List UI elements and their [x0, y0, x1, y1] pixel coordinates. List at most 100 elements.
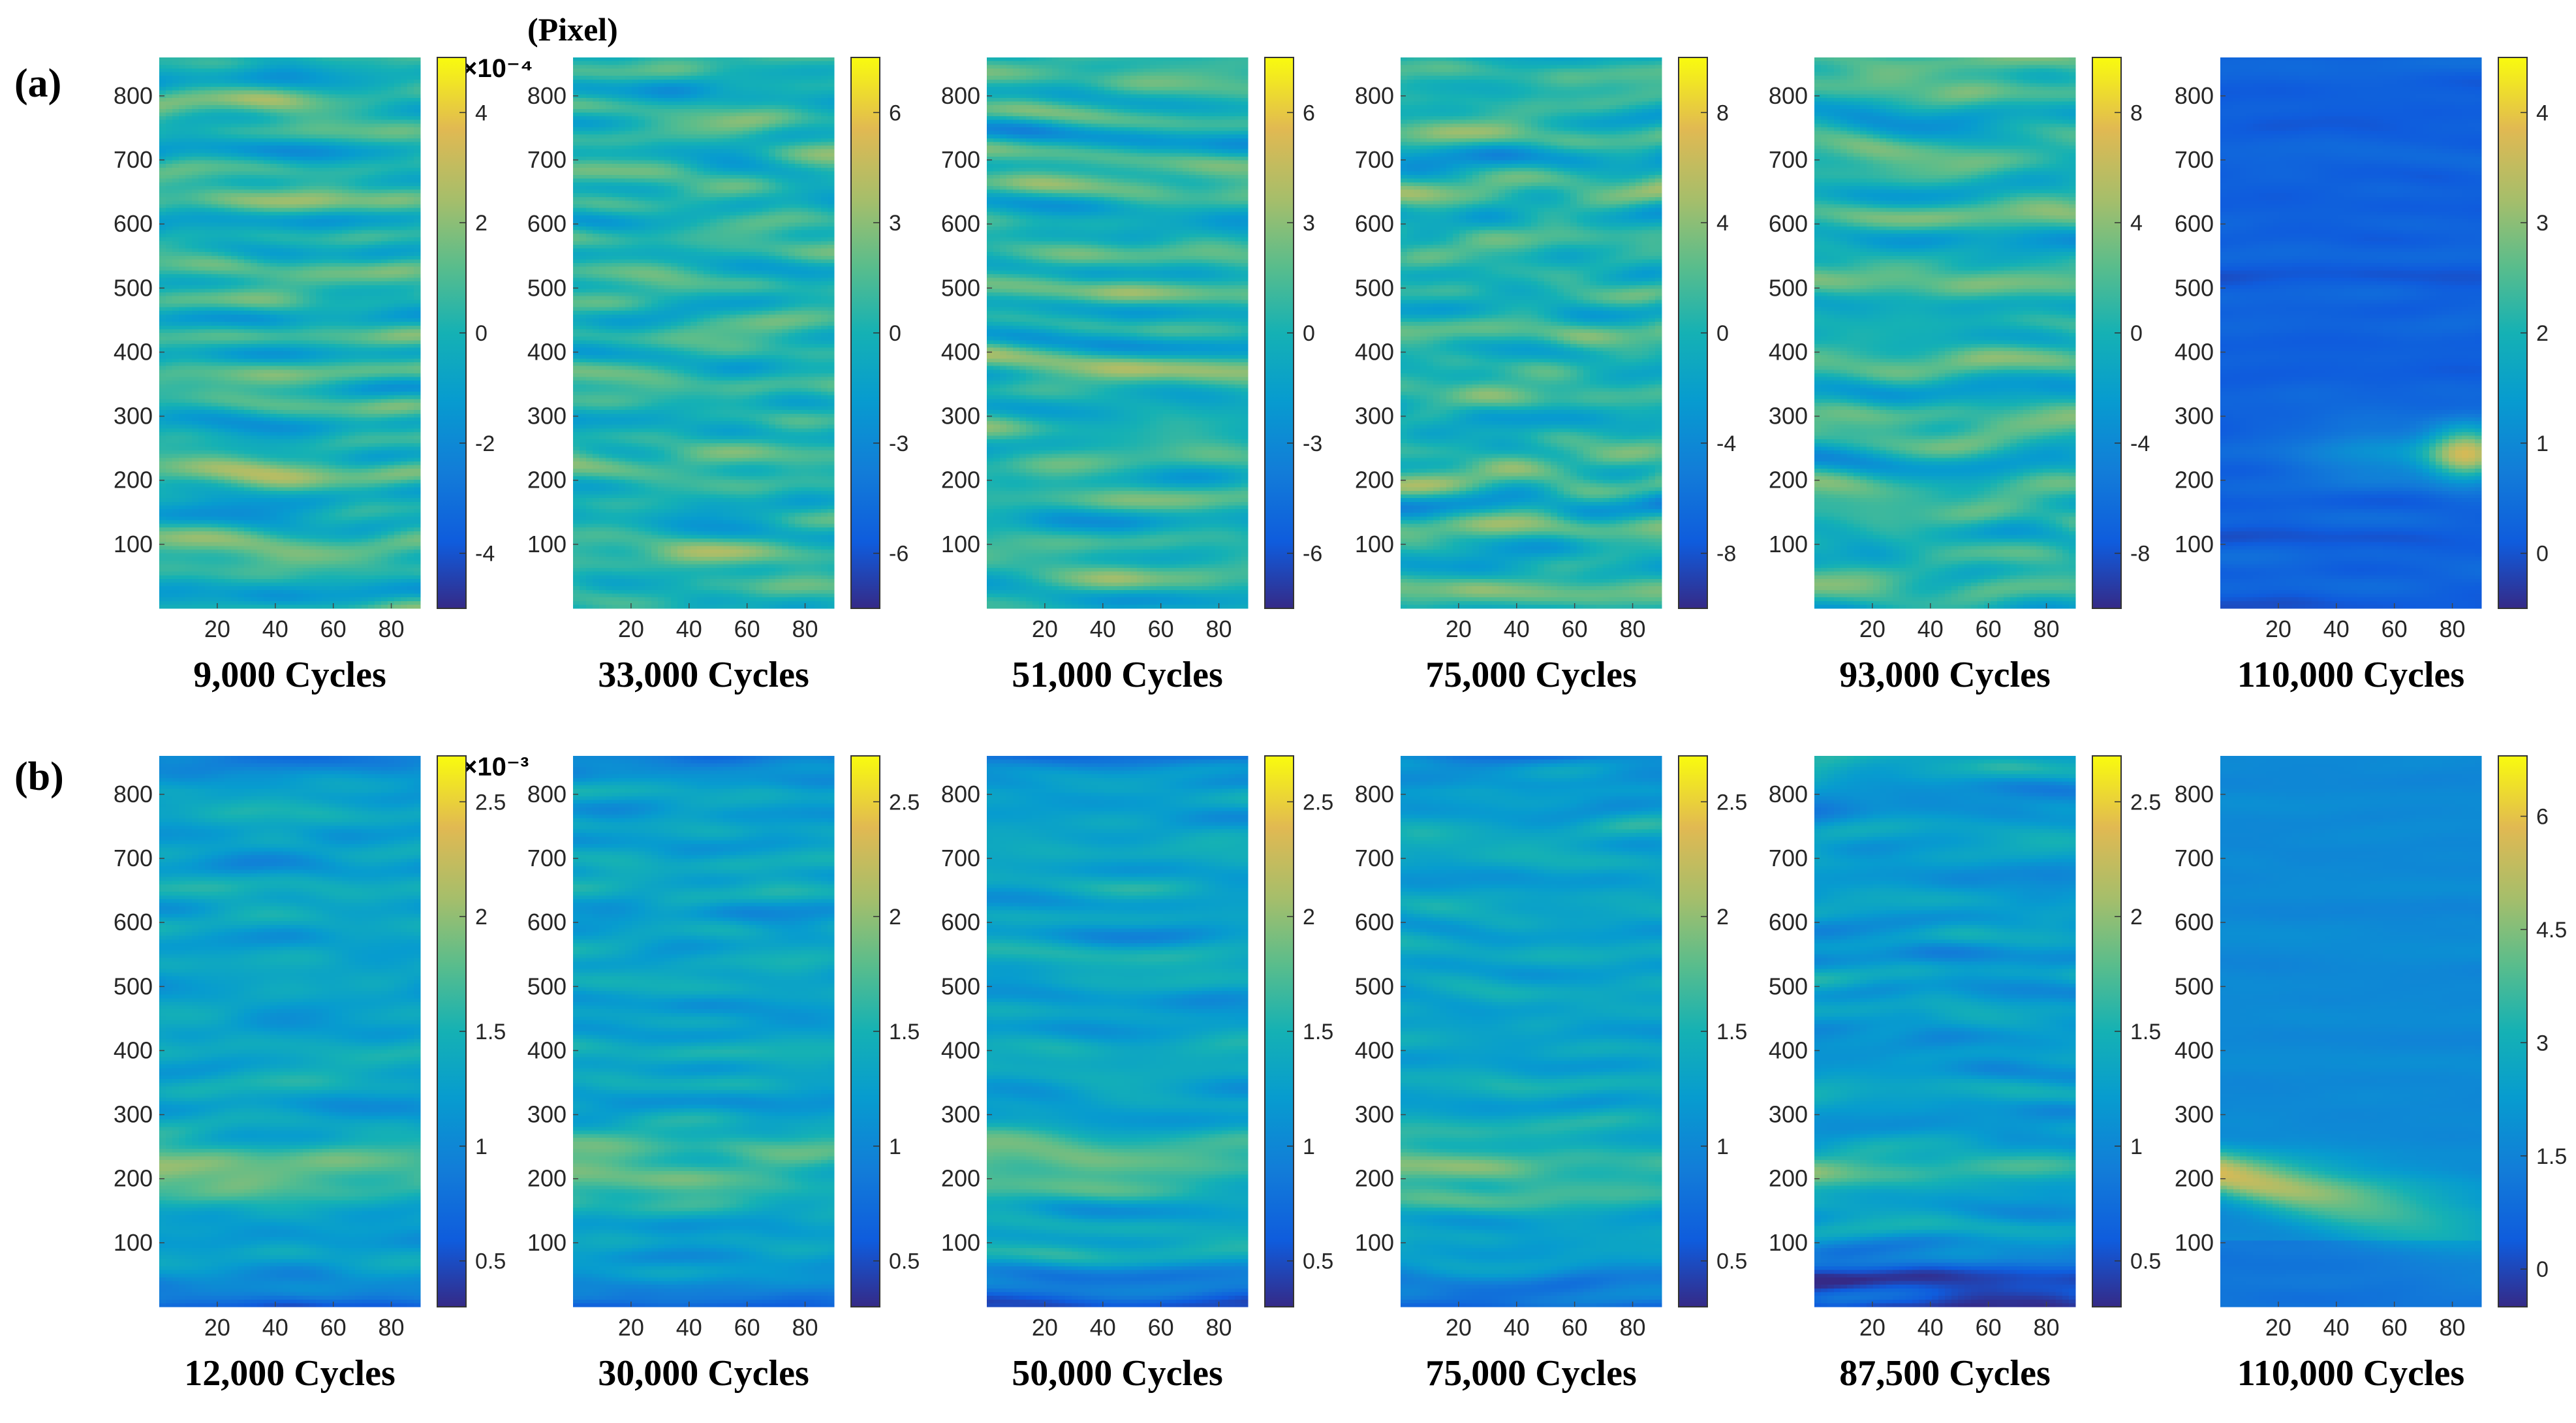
heatmap-cell [166, 61, 173, 65]
heatmap-cell [270, 69, 277, 72]
heatmap-cell [244, 57, 251, 61]
heatmap-cell [309, 87, 317, 91]
heatmap-cell [277, 69, 284, 72]
heatmap-cell [401, 69, 408, 72]
heatmap-cell [375, 80, 382, 84]
heatmap-cell [394, 91, 401, 95]
heatmap-cell [179, 76, 186, 80]
heatmap-cell [198, 102, 206, 106]
heatmap-panels: 20 40 60 80100200300400500600700800420-2-49… [114, 57, 2567, 1394]
heatmap-cell [407, 98, 414, 102]
heatmap-cell [388, 91, 395, 95]
heatmap-cell [316, 98, 323, 102]
heatmap-cell [401, 94, 408, 98]
heatmap-cell [316, 83, 323, 87]
heatmap-cell [414, 105, 421, 109]
heatmap-cell [159, 76, 166, 80]
heatmap-cell [179, 72, 186, 76]
heatmap-cell [296, 61, 303, 65]
heatmap-cell [329, 72, 336, 76]
heatmap-cell [231, 76, 238, 80]
heatmap-cell [407, 105, 414, 109]
heatmap-cell [192, 102, 199, 106]
heatmap-cell [179, 102, 186, 106]
heatmap-cell [342, 91, 349, 95]
heatmap-cell [198, 65, 206, 69]
heatmap-cell [388, 61, 395, 65]
heatmap-cell [394, 76, 401, 80]
heatmap-cell [225, 83, 232, 87]
heatmap-cell [257, 80, 264, 84]
heatmap-cell [198, 94, 206, 98]
heatmap-cell [179, 98, 186, 102]
heatmap-cell [290, 72, 297, 76]
heatmap-cell [238, 98, 245, 102]
heatmap-cell [414, 98, 421, 102]
heatmap-cell [407, 80, 414, 84]
heatmap-cell [238, 76, 245, 80]
heatmap-cell [355, 87, 362, 91]
heatmap-cell [296, 72, 303, 76]
heatmap-cell [172, 109, 179, 113]
heatmap-cell [296, 94, 303, 98]
heatmap-cell [192, 87, 199, 91]
heatmap-cell [322, 69, 330, 72]
heatmap-cell [251, 91, 258, 95]
heatmap-cell [218, 69, 225, 72]
heatmap-cell [283, 72, 290, 76]
heatmap-cell [205, 87, 212, 91]
heatmap-cell [342, 57, 349, 61]
heatmap-cell [159, 91, 166, 95]
heatmap-cell [388, 87, 395, 91]
heatmap-cell [368, 65, 375, 69]
heatmap-cell [342, 61, 349, 65]
heatmap-cell [381, 83, 388, 87]
heatmap-cell [368, 61, 375, 65]
heatmap-cell [322, 87, 330, 91]
heatmap-cell [368, 69, 375, 72]
heatmap-cell [394, 105, 401, 109]
heatmap-cell [251, 69, 258, 72]
heatmap-cell [238, 65, 245, 69]
heatmap-cell [283, 91, 290, 95]
heatmap-cell [211, 105, 219, 109]
heatmap-cell [277, 65, 284, 69]
heatmap-cell [401, 57, 408, 61]
heatmap-cell [270, 65, 277, 69]
heatmap-cell [218, 94, 225, 98]
heatmap-cell [355, 105, 362, 109]
heatmap-cell [388, 98, 395, 102]
heatmap-cell [335, 80, 343, 84]
heatmap-cell [211, 61, 219, 65]
heatmap-cell [355, 80, 362, 84]
heatmap-cell [375, 105, 382, 109]
heatmap-cell [309, 76, 317, 80]
panel-a-1: 20 40 60 80100200300400500600700800420-2-49… [114, 57, 495, 695]
heatmap-cell [316, 72, 323, 76]
heatmap-cell [185, 61, 193, 65]
heatmap-cell [342, 87, 349, 91]
heatmap-cell [205, 61, 212, 65]
heatmap-cell [179, 83, 186, 87]
heatmap-cell [401, 105, 408, 109]
heatmap-cell [192, 109, 199, 113]
heatmap-cell [185, 57, 193, 61]
heatmap-cell [257, 91, 264, 95]
heatmap-cell [159, 69, 166, 72]
heatmap-cell [277, 105, 284, 109]
heatmap-cell [342, 83, 349, 87]
heatmap-cell [296, 69, 303, 72]
heatmap-cell [309, 91, 317, 95]
heatmap-cell [231, 65, 238, 69]
heatmap-cell [225, 94, 232, 98]
heatmap-cell [244, 102, 251, 106]
heatmap-cell [375, 98, 382, 102]
heatmap-cell [362, 87, 369, 91]
heatmap-cell [362, 105, 369, 109]
heatmap-cell [270, 61, 277, 65]
heatmap-cell [270, 105, 277, 109]
heatmap-cell [185, 98, 193, 102]
heatmap-cell [179, 69, 186, 72]
heatmap-cell [329, 98, 336, 102]
heatmap-cell [414, 57, 421, 61]
